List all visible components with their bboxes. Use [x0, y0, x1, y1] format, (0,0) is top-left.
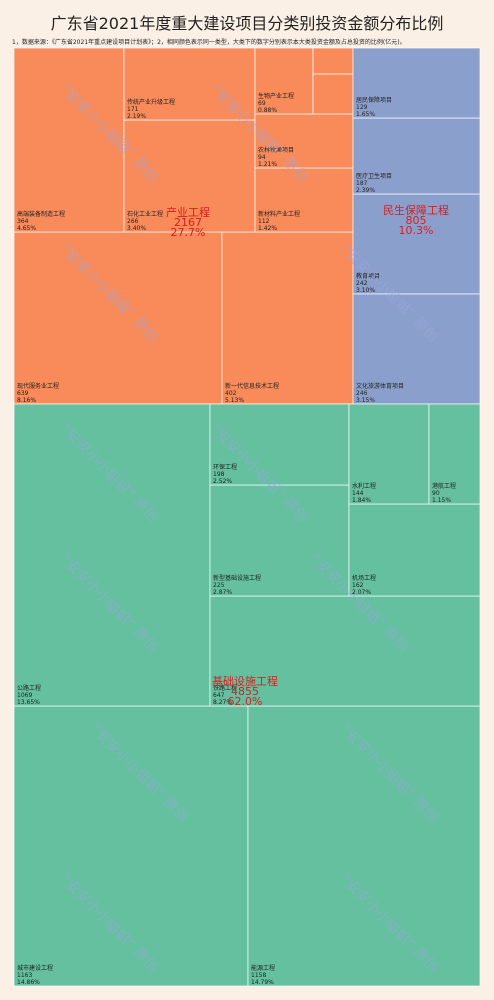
treemap-cell [209, 484, 350, 597]
cell-label: 新材料产业工程 112 1.42% [258, 210, 300, 232]
cell-label: 能源工程 1158 14.79% [251, 964, 275, 986]
cell-label: 新一代信息技术工程 402 5.13% [225, 382, 279, 404]
treemap-group [13, 47, 354, 405]
treemap-cell [428, 403, 481, 505]
treemap-cell [352, 117, 481, 195]
group-label: 基础设施工程 4855 62.0% [212, 675, 278, 708]
cell-label: 高端装备制造工程 364 4.65% [17, 210, 65, 232]
treemap-cell [209, 403, 350, 486]
cell-label: 医疗卫生项目 187 2.39% [356, 172, 392, 194]
cell-label: 农林牧渔项目 94 1.21% [258, 146, 294, 168]
cell-label: 居民保障项目 129 1.65% [356, 96, 392, 118]
cell-label: 文化旅游体育项目 246 3.15% [356, 382, 404, 404]
treemap-group [13, 403, 481, 987]
cell-label: 铁路工程 647 8.27% [213, 684, 237, 706]
treemap-cell [123, 47, 256, 121]
treemap-cell [221, 231, 354, 405]
chart-note: 1，数据来源：《广东省2021年重点建设项目计划表》；2，相同颜色表示同一类型，… [12, 39, 406, 46]
treemap-cell [312, 73, 354, 115]
treemap-cell [13, 403, 211, 707]
treemap-cell [352, 293, 481, 405]
treemap-cell [209, 595, 481, 707]
treemap-cell [247, 705, 481, 987]
treemap-group [352, 47, 481, 405]
cell-label: 传统产业升级工程 171 2.19% [127, 98, 175, 120]
treemap-cell [13, 705, 249, 987]
cell-label: 水利工程 144 1.84% [352, 482, 376, 504]
treemap-cell [352, 47, 481, 119]
cell-label: 环保工程 198 2.52% [213, 463, 237, 485]
cell-label: 现代服务业工程 639 8.16% [17, 382, 59, 404]
treemap-cell [254, 113, 354, 169]
treemap-cell [348, 403, 430, 505]
group-label: 产业工程 2167 27.7% [166, 205, 210, 239]
treemap-cell [352, 193, 481, 295]
treemap-cell [348, 503, 481, 597]
treemap-cell [13, 231, 223, 405]
cell-label: 教育项目 242 3.10% [356, 272, 380, 294]
cell-label: 城市建设工程 1163 14.86% [17, 964, 53, 986]
cell-label: 新型基础设施工程 225 2.87% [213, 574, 261, 596]
cell-label: 港航工程 90 1.15% [432, 482, 456, 504]
cell-label: 生物产业工程 69 0.88% [258, 92, 294, 114]
group-label: 民生保障工程 805 10.3% [383, 203, 449, 237]
cell-label: 石化工业工程 266 3.40% [127, 210, 163, 232]
treemap-cell [312, 47, 354, 75]
cell-label: 机场工程 162 2.07% [352, 574, 376, 596]
chart-title: 广东省2021年度重大建设项目分类别投资金额分布比例 [50, 14, 444, 33]
treemap-cell [13, 47, 125, 233]
cell-label: 公路工程 1069 13.65% [17, 684, 41, 706]
